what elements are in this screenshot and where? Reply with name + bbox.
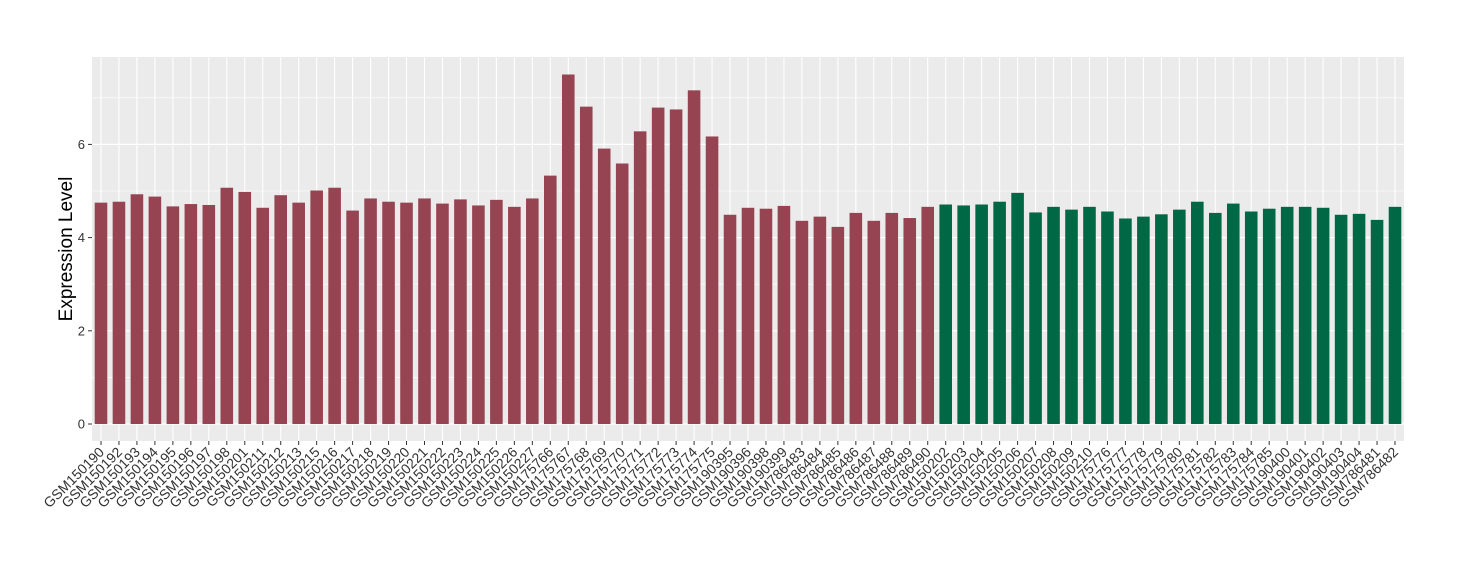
bar [400,202,413,424]
bar [939,204,952,424]
bar [849,212,863,424]
bar [220,187,234,424]
bar [1209,212,1222,424]
bar [508,206,521,424]
bar [723,214,737,424]
bar [579,106,593,425]
bar [867,220,881,424]
bar [328,187,341,424]
bar [94,202,108,424]
bar [705,136,719,425]
bar [777,205,791,424]
bar [544,175,557,424]
bar [274,195,287,424]
y-axis-title: Expression Level [56,177,77,322]
bar [1083,206,1096,424]
bar [1280,206,1294,424]
bar [885,212,899,424]
bar [795,220,809,424]
bar [1101,211,1114,424]
bar [256,207,270,424]
bar [490,199,503,424]
bar [759,208,773,424]
bar [1388,206,1402,424]
bar [454,199,467,424]
bar [1047,206,1060,424]
bar [1316,207,1330,424]
bar [472,205,485,424]
bar [1065,209,1078,424]
bar [687,90,701,424]
bar [651,107,665,424]
bar [310,190,323,424]
y-tick-label: 2 [78,323,85,338]
bars [94,74,1402,425]
bar [903,218,917,424]
bar [669,109,683,424]
bar [184,204,198,424]
y-tick-label: 4 [78,230,85,245]
bar [1244,211,1258,424]
bar [831,226,845,424]
bar [292,202,305,424]
bar [526,198,539,424]
bar [561,74,575,424]
y-tick-label: 0 [78,417,85,432]
bar [166,206,180,424]
bar [238,191,252,424]
bar [364,198,377,424]
bar [382,201,395,424]
y-tick-label: 6 [78,137,85,152]
bar [130,194,144,424]
bar [741,207,755,424]
bar [1226,203,1240,424]
bar [813,216,827,424]
bar [1029,212,1042,424]
bar [597,148,611,424]
bar [112,201,126,424]
bar [436,203,449,424]
bar [975,204,988,424]
bar [1119,218,1132,424]
bar [1370,219,1384,424]
bar [1352,213,1366,424]
bar [1298,206,1312,424]
bar [1155,214,1168,424]
bar [1262,208,1276,424]
bar [202,204,216,424]
bar [1173,209,1186,424]
x-axis: GSM150190GSM150192GSM150193GSM150194GSM1… [40,441,1401,511]
bar [1137,216,1150,424]
bar [633,131,647,424]
bar [1191,201,1204,424]
bar [1011,192,1024,424]
bar [1334,214,1348,424]
bar [921,206,935,424]
bar [957,205,970,424]
bar [418,198,431,424]
bar [615,163,629,424]
bar [993,201,1006,424]
bar [148,196,162,424]
bar [346,210,359,424]
y-axis: 0 2 4 6 [78,137,92,432]
